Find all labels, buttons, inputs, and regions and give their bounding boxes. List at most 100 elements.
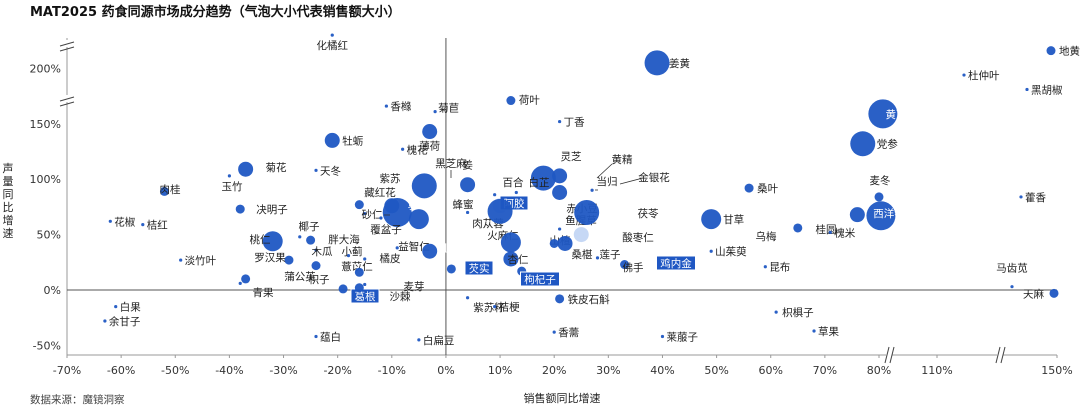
bubble-label: 百合 xyxy=(503,176,524,189)
y-tick-label: 200% xyxy=(30,62,61,75)
bubble-label: 桃仁 xyxy=(250,233,271,246)
bubble-label: 白果 xyxy=(120,301,141,314)
bubble xyxy=(595,256,600,260)
bubble-label: 茯苓 xyxy=(638,207,659,220)
bubble xyxy=(379,216,383,220)
bubble xyxy=(558,119,562,124)
bubble-label-highlight: 山药 xyxy=(441,243,462,255)
bubble-label-highlight: 枣 xyxy=(408,201,419,213)
x-tick-label: -20% xyxy=(323,364,351,377)
x-tick-label: -60% xyxy=(107,364,135,377)
x-axis-break-mark xyxy=(1000,346,1006,364)
bubble xyxy=(555,294,565,304)
x-tick-label: 50% xyxy=(704,364,728,377)
bubble-label: 丁香 xyxy=(564,117,585,129)
x-axis-break-mark xyxy=(884,346,890,364)
bubble xyxy=(850,131,876,157)
x-tick-label: 70% xyxy=(813,364,837,377)
bubble-label: 覆盆子 xyxy=(370,223,402,236)
bubble xyxy=(465,296,470,300)
bubble-label: 蜂蜜 xyxy=(453,198,474,211)
bubble xyxy=(701,209,722,230)
x-tick-label: 20% xyxy=(542,364,566,377)
bubble-label: 杏仁 xyxy=(508,253,529,266)
bubble-label: 桔红 xyxy=(147,219,168,232)
bubble xyxy=(422,124,438,140)
x-tick-label: -10% xyxy=(378,364,406,377)
bubble xyxy=(330,33,334,37)
bubble xyxy=(558,227,562,231)
bubble xyxy=(573,227,589,243)
bubble-label: 山茱萸 xyxy=(715,246,747,258)
y-tick-label: 100% xyxy=(30,173,61,186)
bubble xyxy=(324,132,340,148)
bubble-label: 金银花 xyxy=(638,171,670,184)
bubble-label: 薄荷 xyxy=(419,140,440,153)
bubble-label: 砂仁 xyxy=(362,208,383,221)
bubble-label: 黑芝麻 xyxy=(435,157,467,170)
bubble xyxy=(238,161,254,177)
x-tick-label: 80% xyxy=(867,364,891,377)
bubble xyxy=(114,305,118,309)
bubble xyxy=(552,184,568,200)
bubble xyxy=(763,265,767,269)
bubble-label: 灵芝 xyxy=(561,150,582,163)
label-leader-line xyxy=(619,177,644,185)
bubble xyxy=(557,235,573,251)
bubble-label: 党参 xyxy=(877,138,898,151)
label-box xyxy=(656,255,696,271)
bubble xyxy=(793,223,803,233)
bubble xyxy=(238,281,242,285)
bubble-label: 马齿苋 xyxy=(996,263,1028,275)
bubble-label: 紫苏籽 xyxy=(473,301,505,314)
bubble-label: 甘草 xyxy=(723,213,744,226)
bubble-label: 小蓟 xyxy=(342,245,363,258)
y-axis-break-mark xyxy=(59,101,75,107)
bubble xyxy=(1019,195,1023,199)
bubble-label-highlight: 西洋参 xyxy=(873,207,905,220)
bubble xyxy=(506,96,516,106)
bubble xyxy=(363,211,367,216)
y-axis-title-char: 量 xyxy=(3,175,14,188)
bubble xyxy=(874,192,884,202)
bubble-label: 槐米 xyxy=(834,226,855,239)
bubble-label: 枳椇子 xyxy=(782,306,814,319)
bubble xyxy=(552,330,556,334)
bubble xyxy=(314,334,318,339)
bubble xyxy=(422,243,438,259)
bubble-label: 黑胡椒 xyxy=(1031,83,1063,96)
y-axis-break-mark xyxy=(59,96,75,102)
label-box xyxy=(350,288,380,304)
bubble-label: 沙棘 xyxy=(390,291,411,303)
bubble-label: 天冬 xyxy=(320,164,341,177)
bubble xyxy=(1010,285,1014,289)
bubble-label: 荷叶 xyxy=(519,95,540,107)
bubble xyxy=(306,235,316,245)
y-tick-label: 0% xyxy=(44,284,61,297)
y-tick-label: -50% xyxy=(33,339,61,352)
bubble-label: 莲子 xyxy=(600,249,621,261)
x-axis-break-mark xyxy=(995,346,1001,364)
bubble-label: 椰子 xyxy=(299,220,320,233)
bubble xyxy=(354,267,364,277)
x-tick-label: 150% xyxy=(1041,364,1072,377)
bubble-label: 薏苡仁 xyxy=(341,260,373,273)
bubble-label: 当归 xyxy=(597,175,618,188)
bubble xyxy=(408,209,429,230)
bubble-label-highlight: 黄芪 xyxy=(886,108,907,121)
bubble xyxy=(262,231,283,252)
x-tick-label: -50% xyxy=(161,364,189,377)
bubble-label: 益智仁 xyxy=(398,240,430,253)
x-tick-label: 60% xyxy=(759,364,783,377)
bubble xyxy=(284,255,294,265)
bubble xyxy=(417,338,421,342)
label-leader-line xyxy=(596,163,613,179)
x-tick-label: -30% xyxy=(269,364,297,377)
bubble-label: 桔梗 xyxy=(499,301,520,314)
bubble-label: 槐花 xyxy=(407,143,428,156)
bubble xyxy=(314,168,318,172)
x-tick-label: 40% xyxy=(650,364,674,377)
bubble xyxy=(1046,46,1056,56)
bubble-label: 昆布 xyxy=(769,262,790,274)
